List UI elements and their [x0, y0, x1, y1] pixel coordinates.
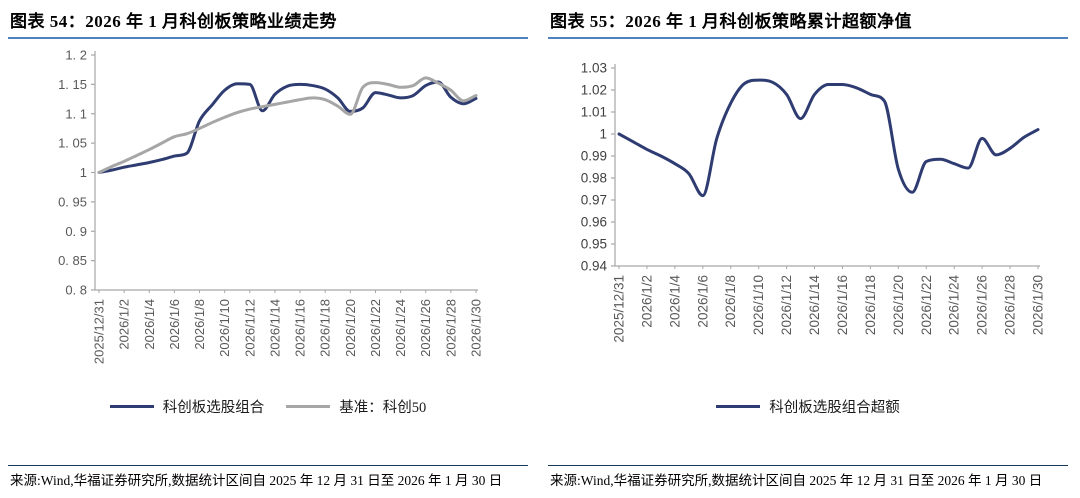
x-tick-label: 2026/1/18 [863, 275, 878, 335]
x-tick-label: 2026/1/24 [393, 299, 408, 357]
x-tick-label: 2026/1/28 [443, 299, 458, 357]
y-tick-label: 1. 05 [58, 136, 87, 151]
y-tick-label: 1. 2 [65, 48, 87, 63]
x-tick-label: 2026/1/26 [975, 275, 990, 335]
x-tick-label: 2026/1/14 [267, 299, 282, 357]
figure-55-title: 图表 55：2026 年 1 月科创板策略累计超额净值 [550, 12, 912, 31]
x-tick-label: 2026/1/16 [293, 299, 308, 357]
figure-55-panel: 图表 55：2026 年 1 月科创板策略累计超额净值 1.03 1.02 1.01… [540, 0, 1080, 498]
figure-55-header: 图表 55：2026 年 1 月科创板策略累计超额净值 [548, 5, 1068, 39]
series-line [617, 78, 1040, 198]
y-tick-label: 1 [599, 127, 607, 142]
x-tick-label: 2026/1/30 [469, 299, 484, 357]
figure-54-source: 来源:Wind,华福证券研究所,数据统计区间自 2025 年 12 月 31 日… [8, 465, 528, 492]
y-tick-label: 0. 85 [58, 253, 87, 268]
legend-item: 基准：科创50 [286, 396, 426, 417]
y-tick-label: 0. 95 [58, 194, 87, 209]
legend-label: 基准：科创50 [339, 399, 427, 416]
x-tick-label: 2026/1/24 [947, 275, 962, 336]
y-tick-label: 1.03 [581, 61, 607, 76]
y-tick-label: 0.94 [581, 259, 608, 274]
x-tick-label: 2026/1/10 [217, 299, 232, 357]
y-tick-label: 0. 8 [65, 283, 87, 298]
x-tick-label: 2026/1/12 [779, 275, 794, 335]
legend-line-swatch [716, 404, 761, 408]
x-tick-label: 2026/1/4 [142, 299, 157, 350]
x-tick-label: 2026/1/22 [919, 275, 934, 335]
series-line [97, 80, 478, 174]
figure-54-legend: 科创板选股组合 基准：科创50 [8, 395, 528, 417]
y-tick-label: 0.96 [581, 215, 607, 230]
y-tick-label: 0.99 [581, 149, 607, 164]
y-tick-label: 0.95 [581, 237, 607, 252]
x-tick-label: 2026/1/6 [167, 299, 182, 350]
y-tick-label: 1 [80, 165, 87, 180]
x-tick-label: 2026/1/18 [318, 299, 333, 357]
x-tick-label: 2026/1/26 [418, 299, 433, 357]
x-tick-label: 2026/1/8 [723, 275, 738, 328]
legend-line-swatch [109, 404, 154, 408]
x-tick-label: 2026/1/2 [639, 275, 654, 328]
x-tick-label: 2026/1/20 [343, 299, 358, 357]
x-tick-label: 2026/1/10 [751, 275, 766, 335]
x-tick-label: 2026/1/2 [117, 299, 132, 350]
y-tick-label: 1.02 [581, 83, 607, 98]
x-tick-label: 2026/1/14 [807, 275, 822, 336]
x-tick-label: 2026/1/16 [835, 275, 850, 335]
x-tick-label: 2026/1/6 [695, 275, 710, 328]
x-tick-label: 2026/1/28 [1003, 275, 1018, 335]
figure-54-title: 图表 54：2026 年 1 月科创板策略业绩走势 [10, 12, 337, 31]
series-line [97, 76, 478, 174]
legend-item: 科创板选股组合超额 [716, 396, 900, 417]
legend-line-swatch [286, 404, 331, 408]
y-tick-label: 1. 1 [65, 106, 87, 121]
y-tick-label: 0.97 [581, 193, 607, 208]
x-tick-label: 2026/1/30 [1031, 275, 1046, 335]
x-tick-label: 2026/1/8 [192, 299, 207, 350]
figure-55-legend: 科创板选股组合超额 [548, 395, 1068, 417]
y-tick-label: 0.98 [581, 171, 607, 186]
figure-54-header: 图表 54：2026 年 1 月科创板策略业绩走势 [8, 5, 528, 39]
x-tick-label: 2025/12/31 [612, 275, 627, 343]
x-tick-label: 2026/1/12 [242, 299, 257, 357]
legend-label: 科创板选股组合超额 [769, 399, 900, 416]
figure-55-source: 来源:Wind,华福证券研究所,数据统计区间自 2025 年 12 月 31 日… [548, 465, 1068, 492]
x-tick-label: 2026/1/20 [891, 275, 906, 335]
figure-54-line-chart: 1. 2 1. 15 1. 1 1. 05 1 0. 95 0. 9 0. 85 0. 8 202… [58, 48, 484, 365]
y-tick-label: 0. 9 [65, 224, 87, 239]
x-tick-label: 2026/1/4 [667, 275, 682, 328]
y-tick-label: 1. 15 [58, 77, 87, 92]
figure-55-line-chart: 1.03 1.02 1.01 1 0.99 0.98 0.97 0.96 0.95 0.94 202… [581, 61, 1046, 343]
legend-item: 科创板选股组合 [109, 396, 265, 417]
legend-label: 科创板选股组合 [162, 399, 265, 416]
x-tick-label: 2026/1/22 [368, 299, 383, 357]
y-tick-label: 1.01 [581, 105, 607, 120]
x-tick-label: 2025/12/31 [92, 299, 107, 364]
